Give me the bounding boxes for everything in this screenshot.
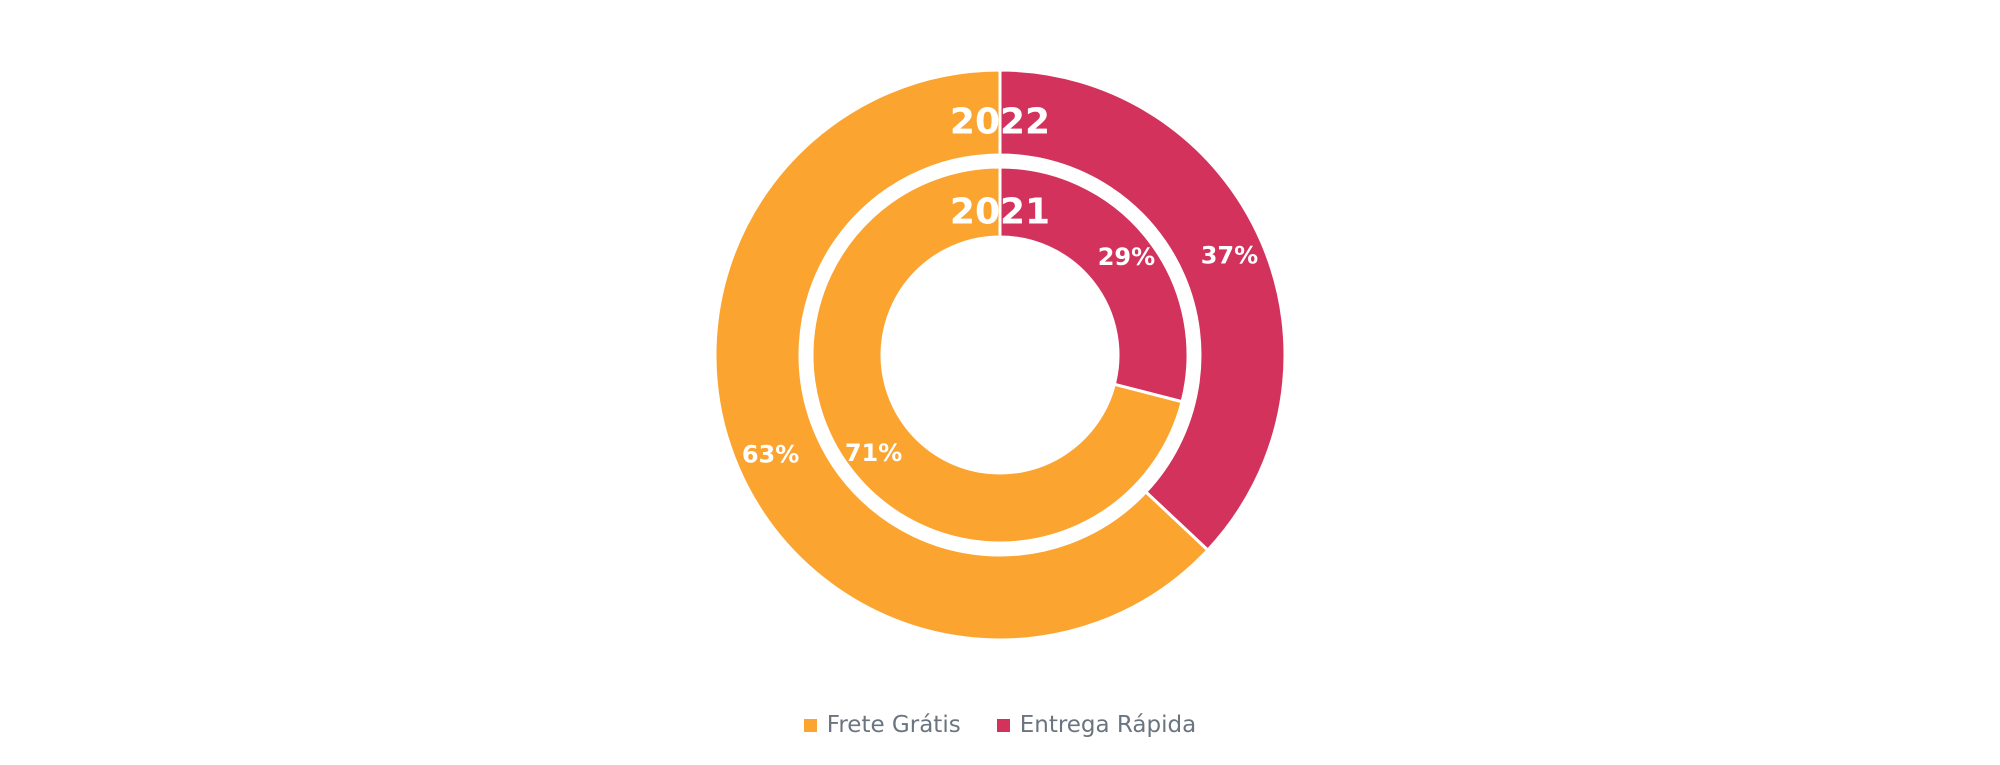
nested-donut-chart: 37% 63% 2022 29% 71% 2021: [713, 68, 1287, 642]
ring-label-2022: 2022: [950, 102, 1050, 143]
legend: Frete Grátis Entrega Rápida: [0, 712, 2000, 738]
legend-item-frete-gratis[interactable]: Frete Grátis: [803, 712, 961, 738]
legend-label-entrega-rapida: Entrega Rápida: [1019, 712, 1197, 738]
data-label-2021-frete-gratis: 71%: [845, 439, 902, 467]
data-label-2022-frete-gratis: 63%: [742, 440, 799, 468]
slice-2021-frete-gratis[interactable]: [810, 165, 1184, 545]
legend-label-frete-gratis: Frete Grátis: [826, 712, 961, 738]
legend-swatch-entrega-rapida: [996, 718, 1010, 732]
legend-item-entrega-rapida[interactable]: Entrega Rápida: [996, 712, 1197, 738]
legend-swatch-frete-gratis: [803, 718, 817, 732]
data-label-2022-entrega-rapida: 37%: [1201, 242, 1258, 270]
slice-2022-frete-gratis[interactable]: [713, 68, 1210, 642]
ring-label-2021: 2021: [950, 192, 1050, 233]
slice-2022-entrega-rapida[interactable]: [998, 68, 1287, 553]
slice-2021-entrega-rapida[interactable]: [998, 165, 1190, 404]
data-label-2021-entrega-rapida: 29%: [1098, 243, 1155, 271]
